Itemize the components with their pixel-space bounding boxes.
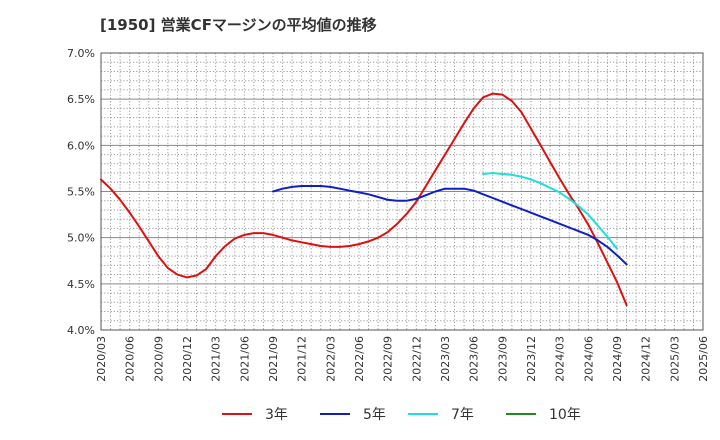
chart-title: [1950] 営業CFマージンの平均値の推移 (100, 16, 377, 34)
series-line (272, 185, 628, 266)
x-tick-label: 2021/12 (296, 336, 309, 382)
x-tick-label: 2024/03 (554, 336, 567, 382)
x-tick-label: 2023/06 (468, 336, 481, 382)
x-tick-label: 2022/12 (410, 336, 423, 382)
x-tick-label: 2022/06 (353, 336, 366, 382)
y-tick-label: 4.0% (67, 324, 95, 337)
series-line (100, 92, 628, 307)
axis-layer: 4.0% 4.5% 5.0% 5.5% 6.0% 6.5% 7.0% 2020/03 2020/… (67, 47, 710, 382)
x-tick-label: 2020/09 (152, 336, 165, 382)
x-tick-label: 2021/03 (210, 336, 223, 382)
x-tick-label: 2023/12 (525, 336, 538, 382)
y-tick-label: 5.5% (67, 186, 95, 199)
y-tick-label: 4.5% (67, 278, 95, 291)
plot-frame (100, 52, 704, 331)
legend-label: 10年 (549, 407, 581, 423)
y-tick-label: 7.0% (67, 47, 95, 60)
x-tick-label: 2024/06 (582, 336, 595, 382)
x-tick-label: 2022/03 (324, 336, 337, 382)
x-tick-label: 2022/09 (382, 336, 395, 382)
x-tick-label: 2021/06 (238, 336, 251, 382)
legend: 3年 5年 7年 10年 (222, 407, 581, 423)
x-tick-label: 2021/09 (267, 336, 280, 382)
series-line (482, 172, 618, 250)
series-layer (100, 92, 628, 307)
x-tick-label: 2020/03 (95, 336, 108, 382)
x-tick-label: 2024/12 (640, 336, 653, 382)
legend-label: 7年 (451, 407, 474, 423)
x-tick-label: 2025/03 (668, 336, 681, 382)
y-tick-label: 6.0% (67, 139, 95, 152)
x-tick-label: 2023/09 (496, 336, 509, 382)
x-tick-label: 2025/06 (697, 336, 710, 382)
x-tick-label: 2020/12 (181, 336, 194, 382)
legend-label: 3年 (265, 407, 288, 423)
x-tick-label: 2020/06 (124, 336, 137, 382)
x-tick-label: 2023/03 (439, 336, 452, 382)
legend-label: 5年 (363, 407, 386, 423)
x-tick-label: 2024/09 (611, 336, 624, 382)
y-tick-label: 5.0% (67, 232, 95, 245)
grid-layer (100, 52, 704, 331)
y-tick-label: 6.5% (67, 93, 95, 106)
